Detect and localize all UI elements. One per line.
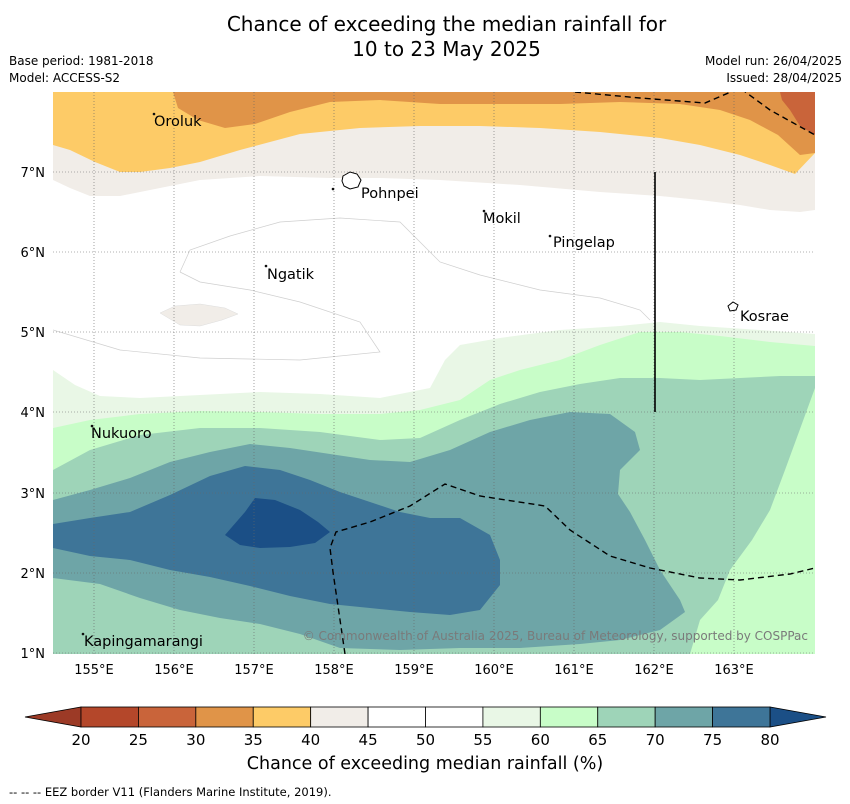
colorbar-tick-label: 20 bbox=[71, 731, 90, 749]
footnote: -- -- -- EEZ border V11 (Flanders Marine… bbox=[9, 785, 332, 799]
contour-east-60-65 bbox=[690, 388, 815, 654]
lat-tick-label: 4°N bbox=[21, 406, 46, 421]
eez-border-north bbox=[574, 92, 815, 136]
lon-tick-label: 157°E bbox=[234, 663, 274, 678]
contour-north-25-30 bbox=[780, 92, 815, 135]
oroluk-marker bbox=[152, 112, 156, 116]
place-label-nukuoro: Nukuoro bbox=[91, 426, 152, 442]
colorbar-segment bbox=[482, 706, 541, 728]
place-labels: Oroluk Pohnpei Mokil Pingelap Ngatik Kos… bbox=[84, 114, 789, 650]
lon-tick-label: 163°E bbox=[714, 663, 754, 678]
colorbar-segment bbox=[712, 706, 771, 728]
colorbar-under-arrow bbox=[24, 706, 82, 728]
colorbar-tick-label: 65 bbox=[588, 731, 607, 749]
ngatik-marker bbox=[264, 264, 268, 268]
colorbar-segment bbox=[252, 706, 312, 728]
place-label-kapingamarangi: Kapingamarangi bbox=[84, 634, 203, 650]
colorbar-tick-label: 70 bbox=[646, 731, 665, 749]
rainfall-contours bbox=[53, 92, 815, 654]
meta-right: Model run: 26/04/2025 Issued: 28/04/2025 bbox=[705, 53, 842, 87]
lat-tick-label: 2°N bbox=[21, 567, 46, 582]
colorbar-segment bbox=[654, 706, 713, 728]
grid bbox=[53, 92, 815, 654]
base-period: Base period: 1981-2018 bbox=[9, 54, 154, 68]
lon-tick-label: 158°E bbox=[314, 663, 354, 678]
lon-tick-label: 161°E bbox=[554, 663, 594, 678]
place-label-pohnpei: Pohnpei bbox=[361, 186, 419, 202]
lon-tick-label: 159°E bbox=[394, 663, 434, 678]
contour-north-30-35 bbox=[173, 92, 815, 155]
colorbar-segment bbox=[80, 706, 139, 728]
colorbar-tick-label: 75 bbox=[703, 731, 722, 749]
colorbar-segment bbox=[597, 706, 656, 728]
colorbar-tick-label: 80 bbox=[760, 731, 779, 749]
mokil-marker bbox=[482, 209, 486, 213]
colorbar-segment bbox=[539, 706, 599, 728]
pohnpei-island bbox=[341, 171, 362, 190]
meta-left: Base period: 1981-2018 Model: ACCESS-S2 bbox=[9, 53, 154, 87]
lon-tick-label: 162°E bbox=[634, 663, 674, 678]
contour-blob-40-45 bbox=[159, 303, 239, 327]
colorbar-tick-label: 30 bbox=[186, 731, 205, 749]
colorbar-segment bbox=[425, 706, 484, 728]
map-title: Chance of exceeding the median rainfall … bbox=[0, 12, 850, 62]
lon-tick-labels: 155°E 156°E 157°E 158°E 159°E 160°E 161°… bbox=[74, 663, 754, 678]
lat-tick-label: 5°N bbox=[21, 326, 46, 341]
place-label-pingelap: Pingelap bbox=[553, 235, 615, 251]
model-run: Model run: 26/04/2025 bbox=[704, 54, 842, 68]
colorbar-segment bbox=[310, 706, 369, 728]
issued-date: Issued: 28/04/2025 bbox=[726, 71, 842, 85]
lat-tick-label: 6°N bbox=[21, 246, 46, 261]
lat-tick-labels: 7°N 6°N 5°N 4°N 3°N 2°N 1°N bbox=[21, 166, 46, 662]
contour-line-50 bbox=[53, 217, 651, 361]
kapingamarangi-marker bbox=[81, 632, 85, 636]
place-label-mokil: Mokil bbox=[483, 211, 521, 227]
eez-border-south bbox=[329, 483, 815, 654]
lon-tick-label: 160°E bbox=[474, 663, 514, 678]
colorbar-tick-label: 35 bbox=[244, 731, 263, 749]
colorbar-tick-label: 25 bbox=[129, 731, 148, 749]
colorbar-segment bbox=[195, 706, 254, 728]
colorbar-tick-label: 60 bbox=[531, 731, 550, 749]
lon-tick-label: 155°E bbox=[74, 663, 114, 678]
place-label-oroluk: Oroluk bbox=[154, 114, 202, 130]
colorbar-tick-label: 40 bbox=[301, 731, 320, 749]
pingelap-marker bbox=[548, 234, 552, 238]
colorbar-over-arrow bbox=[769, 706, 827, 728]
kosrae-island bbox=[727, 301, 739, 312]
colorbar-tick-label: 50 bbox=[416, 731, 435, 749]
islands bbox=[81, 112, 739, 636]
colorbar-segment bbox=[367, 706, 426, 728]
lat-tick-label: 7°N bbox=[21, 166, 46, 181]
colorbar-tick-label: 55 bbox=[473, 731, 492, 749]
contour-above-80 bbox=[225, 498, 330, 548]
title-line-1: Chance of exceeding the median rainfall … bbox=[226, 12, 667, 36]
islet-marker bbox=[331, 187, 335, 191]
colorbar-segment bbox=[138, 706, 197, 728]
colorbar-tick-label: 45 bbox=[359, 731, 378, 749]
colorbar: 20 25 30 35 40 45 50 55 60 65 70 75 80 bbox=[24, 706, 827, 749]
lat-tick-label: 1°N bbox=[21, 647, 46, 662]
model-name: Model: ACCESS-S2 bbox=[9, 71, 121, 85]
colorbar-label: Chance of exceeding median rainfall (%) bbox=[246, 754, 604, 774]
title-line-2: 10 to 23 May 2025 bbox=[352, 37, 541, 61]
place-label-ngatik: Ngatik bbox=[267, 267, 315, 283]
place-label-kosrae: Kosrae bbox=[740, 309, 789, 325]
lat-tick-label: 3°N bbox=[21, 487, 46, 502]
lon-tick-label: 156°E bbox=[154, 663, 194, 678]
eez-borders bbox=[329, 92, 815, 654]
copyright-notice: © Commonwealth of Australia 2025, Bureau… bbox=[303, 629, 808, 643]
nukuoro-marker bbox=[90, 424, 94, 428]
